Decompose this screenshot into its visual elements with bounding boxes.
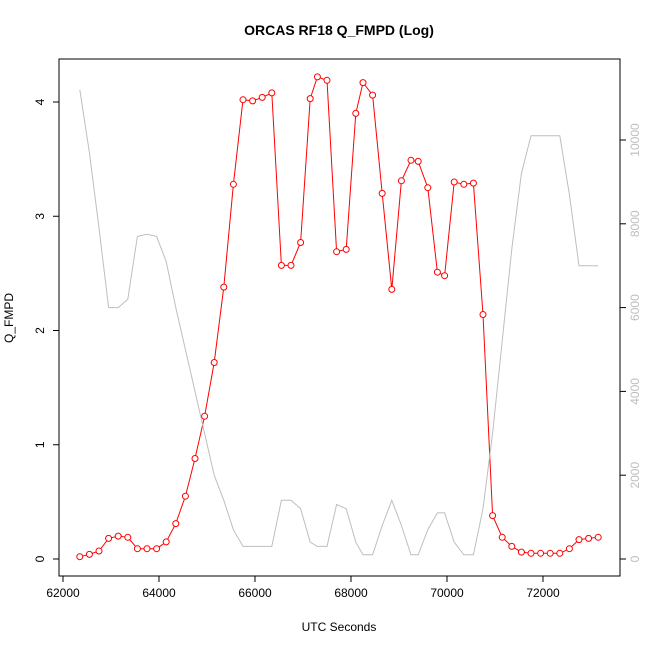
data-point (172, 520, 180, 528)
data-point (424, 184, 432, 192)
x-tick-label: 64000 (142, 586, 176, 600)
data-point (498, 533, 506, 541)
data-point (407, 156, 415, 164)
data-point (414, 157, 422, 165)
data-point (76, 553, 84, 561)
data-point (489, 512, 497, 520)
data-point (388, 285, 396, 293)
data-point (585, 534, 593, 542)
data-point (201, 412, 209, 420)
data-point (249, 97, 257, 105)
series-line-1 (79, 89, 599, 556)
data-point (565, 545, 573, 553)
data-point (277, 261, 285, 269)
data-point (143, 545, 151, 553)
data-point (306, 95, 314, 103)
data-point (460, 180, 468, 188)
data-point (133, 545, 141, 553)
y-right-tick-label: 8000 (628, 210, 642, 237)
data-point (517, 548, 525, 556)
y-axis-label: Q_FMPD (2, 293, 16, 343)
y-right-tick-label: 2000 (628, 462, 642, 489)
data-point (479, 311, 487, 318)
data-point (450, 178, 458, 186)
data-point (191, 455, 199, 462)
x-tick-label: 72000 (526, 586, 560, 600)
x-tick-label: 66000 (238, 586, 272, 600)
data-point (546, 549, 554, 557)
data-point (162, 538, 170, 546)
data-point (105, 534, 113, 542)
y-tick-label: 1 (33, 441, 47, 448)
y-right-tick-label: 6000 (628, 294, 642, 321)
data-point (441, 272, 449, 280)
data-point (556, 549, 564, 557)
data-point (397, 177, 405, 185)
data-point (95, 547, 103, 555)
x-axis: 62000 64000 66000 68000 70000 72000 (46, 576, 560, 600)
data-point (323, 76, 331, 84)
data-point (268, 89, 276, 97)
series-layer (76, 73, 602, 561)
data-point (124, 533, 132, 541)
data-point (239, 96, 247, 104)
data-point (313, 73, 321, 81)
y-axis-right: 0 2000 4000 6000 8000 10000 (620, 123, 642, 562)
series-line-0 (79, 76, 599, 558)
data-point (378, 189, 386, 197)
data-point (342, 245, 350, 253)
y-right-tick-label: 4000 (628, 378, 642, 405)
y-right-tick-label: 0 (628, 555, 642, 562)
data-point (153, 545, 161, 553)
data-point (433, 268, 441, 276)
data-point (537, 549, 545, 557)
x-tick-label: 68000 (334, 586, 368, 600)
data-point (359, 79, 367, 87)
data-point (229, 180, 237, 188)
data-point (181, 492, 189, 500)
y-tick-label: 3 (33, 213, 47, 220)
data-point (333, 248, 341, 256)
data-point (527, 549, 535, 557)
x-axis-label: UTC Seconds (302, 620, 377, 634)
y-tick-label: 0 (33, 555, 47, 562)
data-point (469, 179, 477, 187)
plot-frame (58, 58, 621, 577)
x-tick-label: 62000 (46, 586, 80, 600)
data-point (508, 542, 516, 550)
data-point (85, 550, 93, 558)
data-point (594, 533, 602, 541)
y-right-tick-label: 10000 (628, 123, 642, 157)
data-point (114, 532, 122, 540)
data-point (287, 261, 295, 269)
y-tick-label: 2 (33, 327, 47, 334)
data-point (220, 283, 228, 291)
data-point (297, 239, 305, 246)
chart-title: ORCAS RF18 Q_FMPD (Log) (244, 22, 434, 38)
data-point (210, 359, 218, 366)
y-axis-left: 0 1 2 3 4 (33, 98, 59, 562)
data-point (575, 536, 583, 544)
x-tick-label: 70000 (430, 586, 464, 600)
data-point (258, 93, 266, 101)
data-point (369, 91, 377, 99)
data-point (352, 109, 360, 117)
y-tick-label: 4 (33, 98, 47, 105)
